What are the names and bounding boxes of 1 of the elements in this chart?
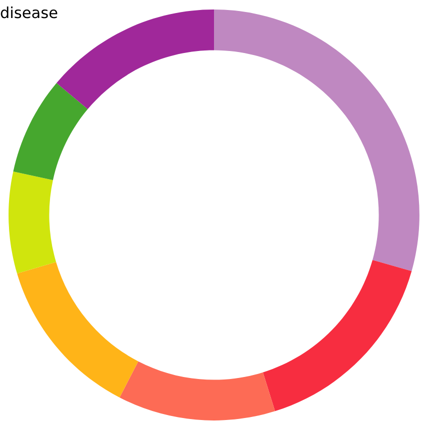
text: disease xyxy=(0,6,58,18)
